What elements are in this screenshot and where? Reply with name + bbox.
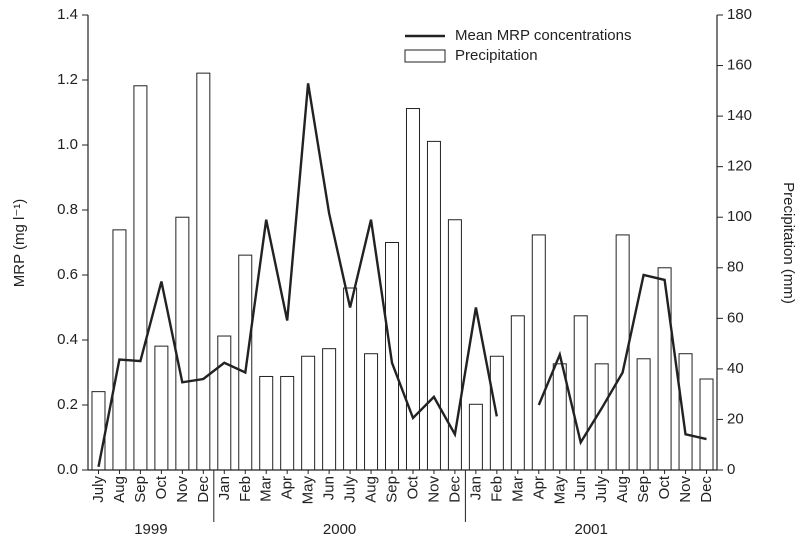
line [97, 83, 707, 468]
y-tick-label: 0.0 [57, 461, 78, 478]
bar [510, 315, 525, 471]
x-tick-label: Mar [258, 476, 275, 502]
bar [154, 345, 169, 471]
y2-tick-label: 160 [727, 57, 752, 74]
bar [217, 335, 232, 471]
bar [196, 72, 211, 471]
x-tick-label: Sep [384, 476, 401, 503]
x-tick-label: Dec [698, 476, 715, 503]
y2-tick-label: 140 [727, 107, 752, 124]
bar [699, 378, 714, 471]
x-tick-label: Dec [195, 476, 212, 503]
legend-box [404, 49, 446, 63]
group-label: 1999 [134, 521, 167, 538]
group-label: 2001 [575, 521, 608, 538]
bar [426, 140, 441, 471]
y-tick-label: 0.6 [57, 266, 78, 283]
y2-tick-label: 60 [727, 309, 744, 326]
x-tick-label: Jun [572, 476, 589, 500]
bar [238, 254, 253, 471]
bar [301, 355, 316, 471]
x-tick-label: Oct [656, 475, 673, 499]
bar [133, 85, 148, 471]
y-tick-label: 0.4 [57, 331, 78, 348]
y-tick-label: 0.2 [57, 396, 78, 413]
x-tick-label: July [593, 476, 610, 503]
y2-tick-label: 0 [727, 461, 735, 478]
x-tick-label: May [300, 476, 317, 505]
bar [175, 216, 190, 471]
bar [364, 353, 379, 471]
x-tick-label: Dec [446, 476, 463, 503]
y2-tick-label: 120 [727, 158, 752, 175]
x-tick-label: Feb [488, 476, 505, 502]
y2-tick-label: 180 [727, 6, 752, 23]
x-tick-label: Aug [614, 476, 631, 503]
bar [112, 229, 127, 471]
x-tick-label: Sep [635, 476, 652, 503]
y-tick-label: 1.0 [57, 136, 78, 153]
x-tick-label: Jan [467, 476, 484, 500]
legend-label: Precipitation [455, 47, 538, 64]
bar [657, 267, 672, 471]
bar [259, 375, 274, 471]
x-tick-label: May [551, 476, 568, 505]
x-tick-label: Jun [321, 476, 338, 500]
bar [322, 348, 337, 471]
x-tick-label: Aug [111, 476, 128, 503]
x-tick-label: Apr [279, 476, 296, 499]
y-tick-label: 1.4 [57, 6, 78, 23]
x-tick-label: Mar [509, 476, 526, 502]
x-tick-label: Jan [216, 476, 233, 500]
y-tick-label: 1.2 [57, 71, 78, 88]
legend-label: Mean MRP concentrations [455, 27, 631, 44]
bar [468, 403, 483, 471]
bar [636, 358, 651, 471]
y-tick-label: 0.8 [57, 201, 78, 218]
y2-tick-label: 80 [727, 259, 744, 276]
x-tick-label: Nov [677, 476, 694, 503]
y-axis-title: MRP (mg l⁻¹) [11, 199, 28, 287]
x-tick-label: Feb [237, 476, 254, 502]
x-tick-label: Oct [153, 475, 170, 499]
bar [678, 353, 693, 471]
group-label: 2000 [323, 521, 356, 538]
x-tick-label: Nov [174, 476, 191, 503]
y2-tick-label: 40 [727, 360, 744, 377]
bar [343, 287, 358, 471]
y2-tick-label: 100 [727, 208, 752, 225]
x-tick-label: Nov [425, 476, 442, 503]
x-tick-label: Apr [530, 476, 547, 499]
x-tick-label: Aug [363, 476, 380, 503]
bar [531, 234, 546, 471]
bar [573, 315, 588, 471]
x-tick-label: Oct [404, 475, 421, 499]
bar [280, 375, 295, 471]
x-tick-label: July [90, 476, 107, 503]
x-tick-label: Sep [132, 476, 149, 503]
bar [91, 391, 106, 471]
bar [552, 363, 567, 471]
x-tick-label: July [342, 476, 359, 503]
y2-tick-label: 20 [727, 410, 744, 427]
y2-axis-title: Precipitation (mm) [780, 182, 797, 304]
